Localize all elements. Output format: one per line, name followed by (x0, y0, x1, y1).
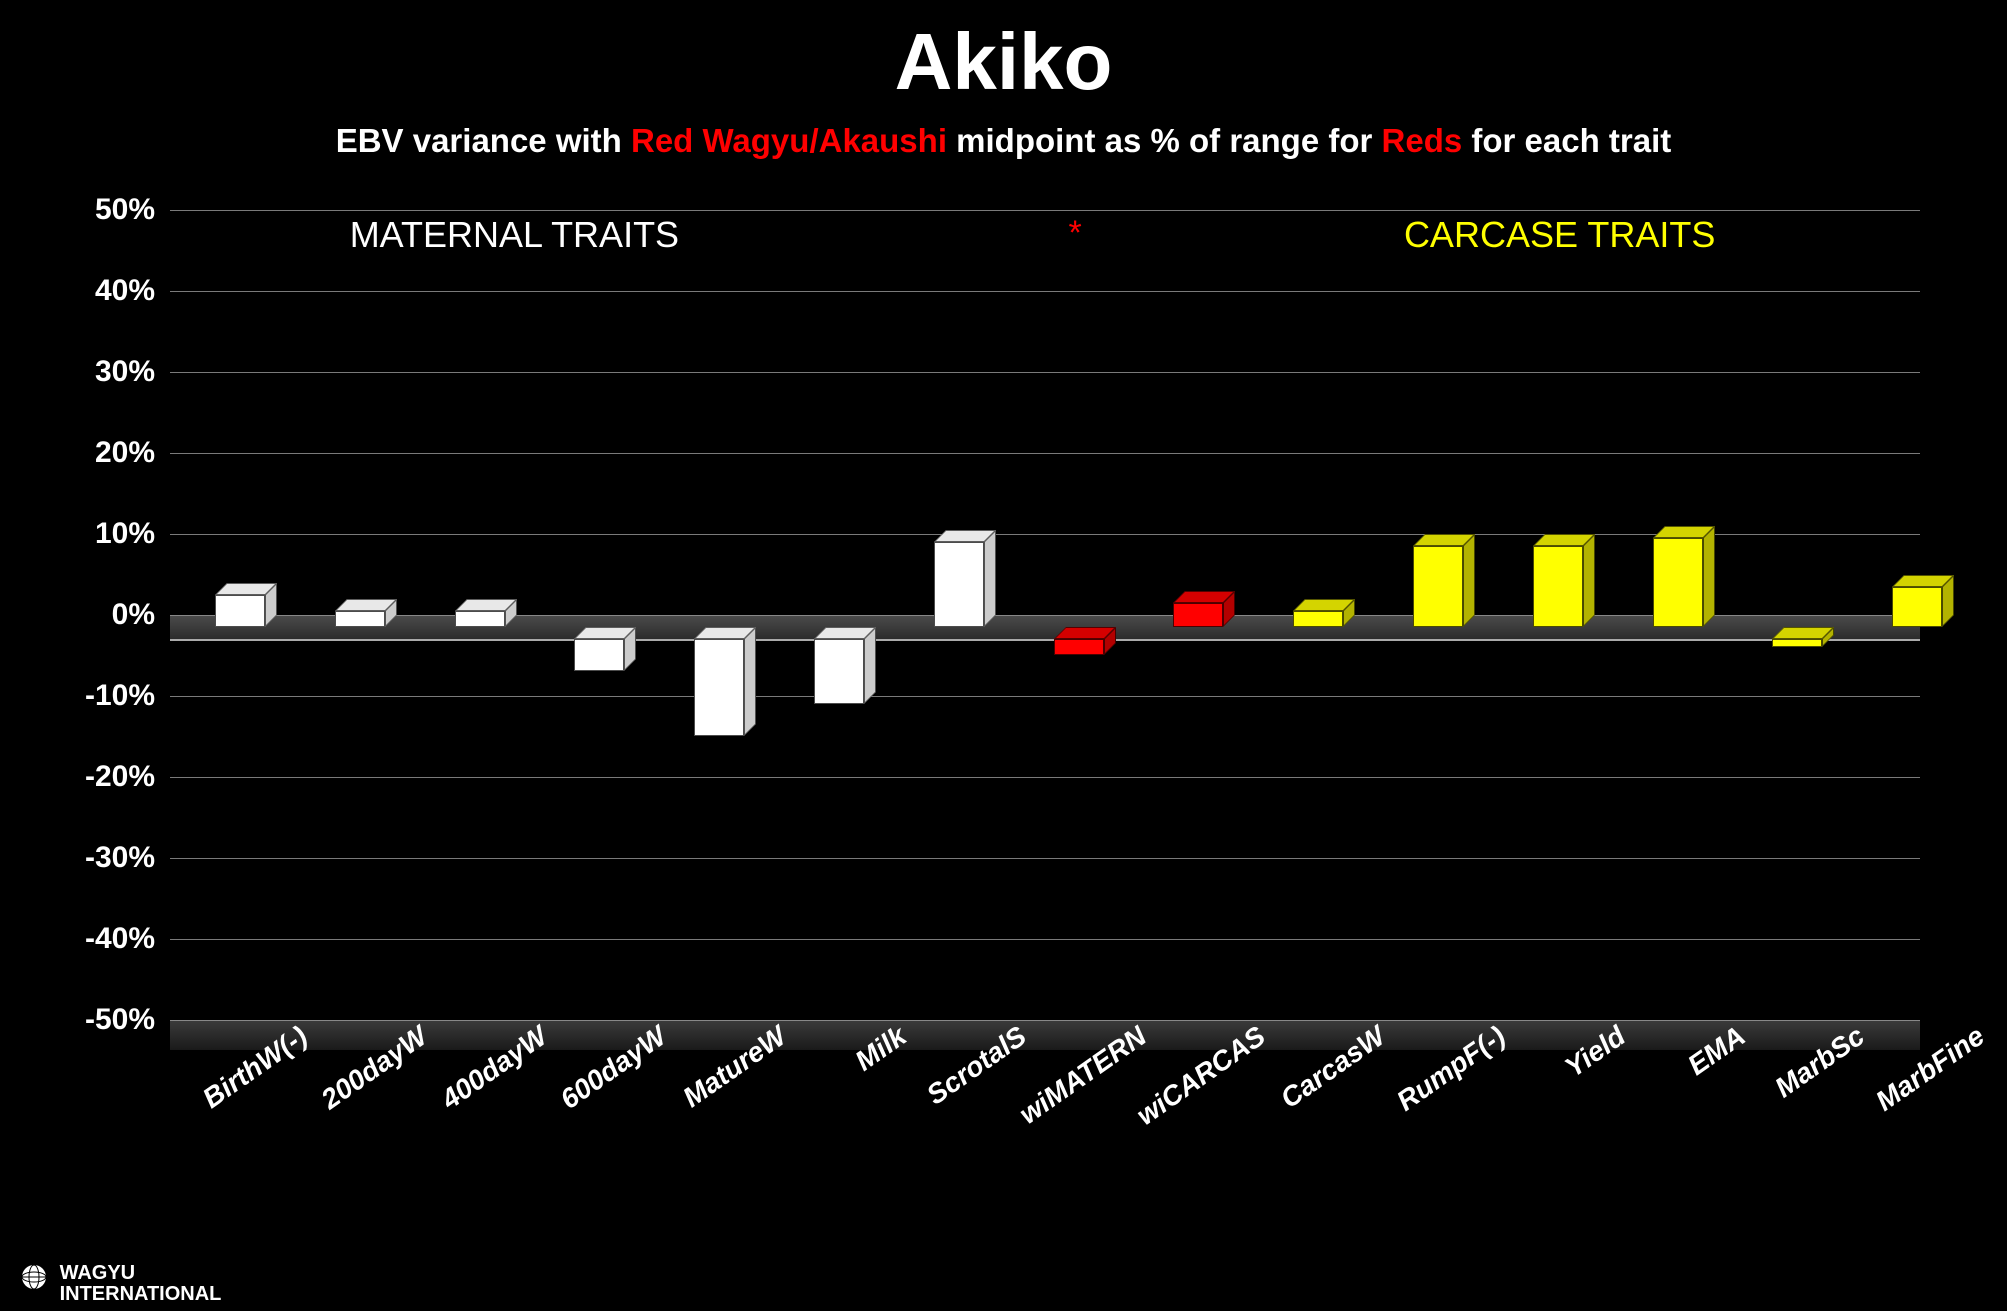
bar-front-face (814, 639, 864, 704)
subtitle-part: Reds (1382, 122, 1463, 159)
bar-front-face (215, 595, 265, 627)
y-tick-label: -50% (55, 1003, 155, 1037)
subtitle-part: Red Wagyu/Akaushi (631, 122, 947, 159)
bar-front-face (1892, 587, 1942, 627)
subtitle-part: for each trait (1462, 122, 1671, 159)
bar-side-face (1583, 534, 1595, 627)
y-tick-label: 10% (55, 517, 155, 551)
bar-side-face (744, 627, 756, 736)
bar-front-face (1533, 546, 1583, 627)
bar-front-face (455, 611, 505, 627)
chart-area: MATERNAL TRAITS*CARCASE TRAITS 50%40%30%… (60, 210, 1940, 1080)
bar-front-face (1173, 603, 1223, 627)
bar-front-face (335, 611, 385, 627)
bar-front-face (1293, 611, 1343, 627)
chart-title: Akiko (0, 0, 2007, 108)
y-tick-label: -30% (55, 841, 155, 875)
bar-side-face (984, 530, 996, 627)
bar-front-face (934, 542, 984, 627)
bar-front-face (1653, 538, 1703, 627)
y-tick-label: 40% (55, 274, 155, 308)
y-tick-label: -40% (55, 922, 155, 956)
subtitle-part: EBV variance with (336, 122, 631, 159)
y-tick-label: 20% (55, 436, 155, 470)
bar-side-face (1703, 526, 1715, 627)
bars-container (170, 210, 1920, 1020)
y-tick-label: 30% (55, 355, 155, 389)
y-tick-label: 0% (55, 598, 155, 632)
bar-side-face (864, 627, 876, 704)
y-tick-label: -10% (55, 679, 155, 713)
bar-front-face (1054, 639, 1104, 655)
bar-front-face (694, 639, 744, 736)
footer-logo: WAGYU INTERNATIONAL (20, 1263, 221, 1305)
y-axis-labels: 50%40%30%20%10%0%-10%-20%-30%-40%-50% (60, 210, 160, 1080)
bar-front-face (574, 639, 624, 671)
bar-side-face (1463, 534, 1475, 627)
footer-line2: INTERNATIONAL (60, 1283, 222, 1305)
plot-area: MATERNAL TRAITS*CARCASE TRAITS (170, 210, 1920, 1020)
footer-line1: WAGYU (60, 1262, 136, 1284)
bar-front-face (1772, 639, 1822, 647)
y-tick-label: -20% (55, 760, 155, 794)
subtitle-part: midpoint as % of range for (947, 122, 1382, 159)
bar-front-face (1413, 546, 1463, 627)
chart-subtitle: EBV variance with Red Wagyu/Akaushi midp… (0, 122, 2007, 160)
y-tick-label: 50% (55, 193, 155, 227)
globe-icon (20, 1263, 48, 1291)
x-axis-labels: BirthW(-)200dayW400dayW600dayWMatureWMil… (170, 990, 1920, 1150)
